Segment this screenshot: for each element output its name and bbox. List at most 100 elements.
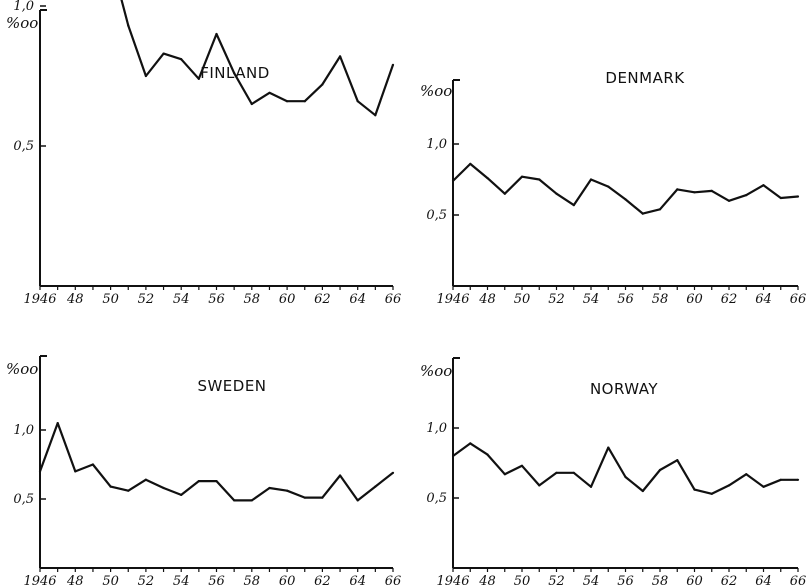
- x-tick-label: 58: [244, 574, 261, 588]
- x-tick-label: 54: [583, 292, 600, 307]
- data-point: [676, 459, 679, 462]
- x-tick-label: 1946: [23, 574, 56, 588]
- y-axis-unit-label: %oo: [420, 82, 452, 100]
- data-point: [658, 468, 662, 472]
- data-point: [127, 489, 130, 492]
- data-point: [356, 100, 359, 103]
- chart-title: NORWAY: [590, 380, 658, 398]
- data-point: [162, 486, 165, 490]
- data-point: [693, 191, 696, 194]
- data-point: [710, 189, 713, 192]
- data-point: [607, 446, 610, 449]
- x-tick-label: 50: [514, 292, 531, 307]
- data-point: [503, 473, 506, 476]
- y-tick-label: 1,0: [426, 137, 447, 152]
- x-tick-label: 54: [173, 574, 190, 588]
- x-tick-label: 56: [617, 292, 634, 307]
- y-tick-label: 0,5: [13, 492, 34, 507]
- data-point: [250, 499, 253, 502]
- x-tick-label: 54: [173, 292, 190, 307]
- data-point: [762, 184, 765, 187]
- x-tick-label: 60: [686, 292, 703, 307]
- x-tick-label: 52: [548, 574, 565, 588]
- data-point: [321, 496, 324, 499]
- chart-panel-finland: 0,51,01,5194648505254565860626466%ooFINL…: [6, 0, 401, 307]
- x-tick-label: 58: [244, 292, 261, 307]
- y-tick-label: 1,0: [13, 0, 34, 14]
- x-tick-label: 66: [790, 292, 807, 307]
- data-point: [38, 470, 42, 473]
- data-point: [589, 178, 593, 181]
- data-point: [796, 195, 800, 198]
- data-point: [624, 198, 627, 201]
- data-point: [745, 473, 748, 476]
- data-point: [727, 484, 731, 487]
- x-tick-label: 1946: [436, 292, 469, 307]
- data-point: [74, 470, 77, 473]
- x-tick-label: 54: [583, 574, 600, 588]
- series-line: [38, 422, 394, 502]
- data-point: [127, 24, 130, 27]
- x-tick-label: 48: [478, 574, 496, 588]
- x-tick-label: 60: [279, 574, 296, 588]
- data-point: [624, 475, 627, 479]
- data-point: [538, 484, 541, 487]
- data-point: [303, 100, 306, 103]
- data-point: [727, 199, 731, 202]
- x-tick-label: 48: [478, 292, 496, 307]
- x-tick-label: 52: [138, 292, 155, 307]
- x-tick-label: 66: [385, 292, 402, 307]
- y-tick-label: 0,5: [426, 208, 447, 223]
- data-point: [451, 179, 455, 182]
- data-point: [589, 485, 593, 488]
- data-point: [197, 77, 200, 80]
- data-point: [162, 52, 165, 55]
- data-point: [520, 464, 524, 467]
- data-point: [233, 72, 236, 75]
- data-point: [303, 496, 306, 499]
- x-tick-label: 62: [314, 574, 331, 588]
- data-point: [339, 474, 342, 477]
- x-tick-label: 64: [755, 574, 772, 588]
- x-tick-label: 1946: [436, 574, 469, 588]
- data-point: [796, 478, 800, 481]
- data-point: [486, 177, 489, 180]
- data-point: [197, 480, 200, 483]
- data-point: [520, 175, 524, 178]
- data-point: [286, 100, 289, 103]
- x-tick-label: 48: [66, 292, 84, 307]
- x-tick-label: 64: [349, 574, 366, 588]
- data-point: [658, 208, 662, 211]
- data-point: [486, 453, 489, 456]
- series-line: [120, 0, 395, 117]
- data-point: [469, 442, 472, 445]
- data-point: [391, 63, 395, 66]
- data-point: [779, 478, 782, 481]
- data-point: [180, 58, 183, 61]
- x-tick-label: 56: [208, 292, 225, 307]
- y-tick-label: 0,5: [13, 139, 34, 154]
- data-point: [572, 471, 575, 474]
- data-point: [56, 422, 59, 425]
- x-tick-label: 58: [652, 292, 669, 307]
- data-point: [339, 55, 342, 58]
- data-point: [391, 471, 395, 474]
- x-tick-label: 62: [721, 574, 738, 588]
- x-tick-label: 64: [349, 292, 366, 307]
- chart-panel-sweden: 0,5 1,0 1946 48 50 52 54 56 58 60 62 64 66 %oo SWEDEN: [6, 355, 401, 588]
- data-point: [555, 192, 558, 195]
- y-tick-label: 1,0: [13, 423, 34, 438]
- y-axis-unit-label: %oo: [420, 362, 452, 380]
- data-point: [572, 204, 575, 207]
- data-point: [469, 162, 472, 165]
- data-point: [109, 485, 112, 488]
- data-point: [215, 480, 218, 483]
- x-tick-label: 48: [66, 574, 84, 588]
- x-tick-label: 1946: [23, 292, 56, 307]
- series-line: [452, 162, 799, 215]
- x-tick-label: 62: [721, 292, 738, 307]
- data-point: [233, 499, 236, 502]
- data-point: [374, 114, 377, 117]
- data-point: [215, 32, 218, 36]
- x-tick-label: 58: [652, 574, 669, 588]
